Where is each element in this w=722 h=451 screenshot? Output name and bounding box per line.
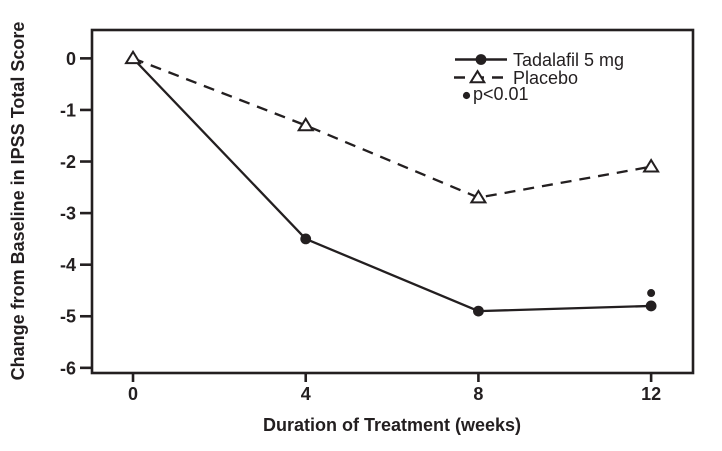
marker-filled-circle [473, 305, 484, 317]
x-tick-label: 0 [128, 384, 138, 404]
marker-filled-circle [645, 300, 657, 312]
legend-significance-dot-icon [462, 91, 471, 100]
x-tick-label: 12 [641, 384, 661, 404]
series-line-tadalafil-5-mg [132, 57, 652, 313]
x-axis-title: Duration of Treatment (weeks) [263, 415, 521, 435]
y-tick-label: -5 [60, 307, 76, 327]
significance-dot [647, 289, 656, 298]
legend-entry-placebo: Placebo [454, 68, 578, 88]
marker-open-triangle [469, 189, 488, 204]
legend-open-triangle-icon [468, 69, 487, 84]
legend-label-placebo: Placebo [513, 68, 578, 88]
plot-border [90, 28, 695, 375]
marker-filled-circle [300, 233, 312, 245]
axis-ticks: 0 -1 -2 -3 -4 -5 -6 0 4 8 12 [60, 49, 661, 404]
legend-significance-note: p<0.01 [462, 84, 529, 104]
marker-open-triangle [124, 49, 142, 65]
legend-note-p-value: p<0.01 [473, 84, 529, 104]
y-tick-label: -6 [60, 358, 76, 378]
legend: Tadalafil 5 mg Placebo p<0.01 [454, 50, 624, 104]
marker-open-triangle [642, 158, 660, 173]
series-line-placebo [132, 57, 652, 199]
x-tick-label: 8 [473, 384, 483, 404]
x-tick-label: 4 [301, 384, 311, 404]
y-axis-title: Change from Baseline in IPSS Total Score [8, 22, 28, 381]
y-tick-label: -2 [60, 152, 76, 172]
legend-filled-circle-icon [475, 54, 487, 65]
legend-entry-tadalafil: Tadalafil 5 mg [455, 50, 624, 70]
y-tick-label: -4 [60, 255, 76, 275]
legend-label-tadalafil: Tadalafil 5 mg [513, 50, 624, 70]
data-series [124, 49, 660, 317]
marker-open-triangle [296, 116, 315, 132]
y-tick-label: -1 [60, 100, 76, 120]
y-tick-label: 0 [66, 49, 76, 69]
y-tick-label: -3 [60, 204, 76, 224]
